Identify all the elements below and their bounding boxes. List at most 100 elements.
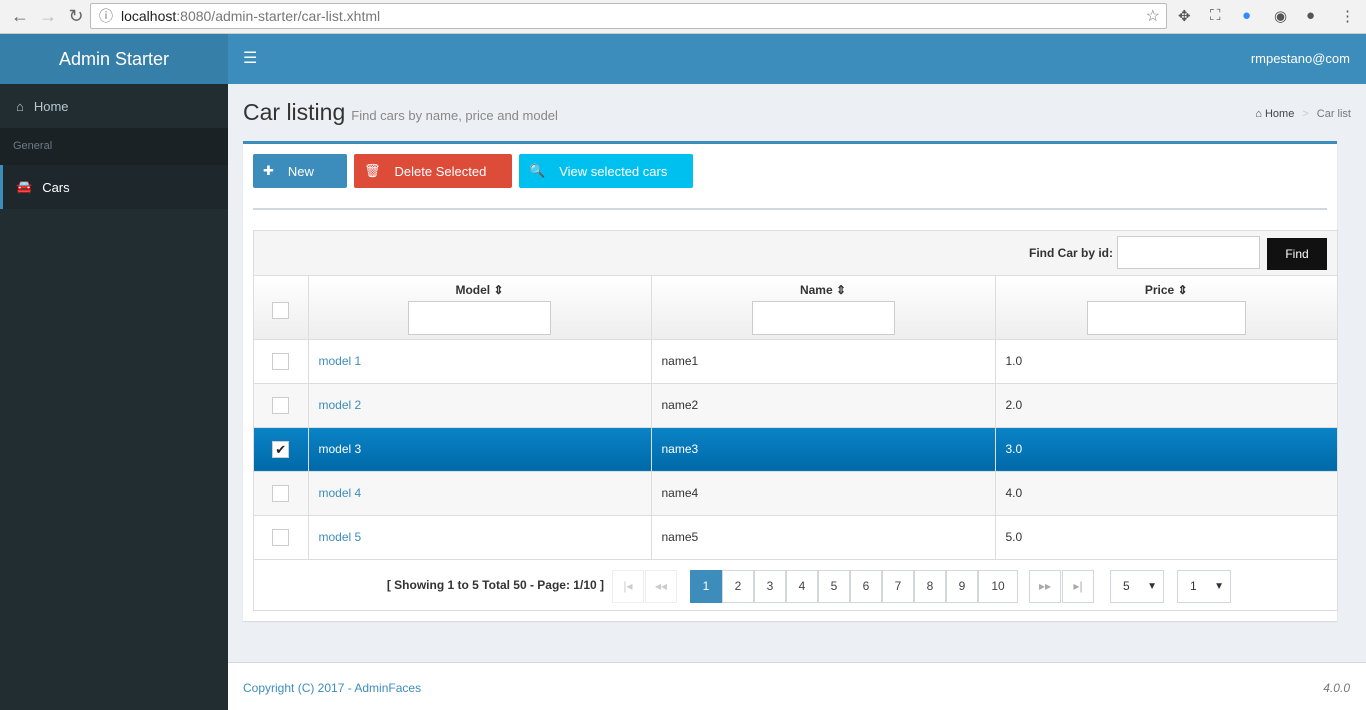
page-9-button[interactable]: 9 <box>946 569 978 603</box>
info-icon: ⓘ <box>99 8 113 24</box>
search-icon: 🔍 <box>529 163 546 178</box>
url-path: :8080/admin-starter/car-list.xhtml <box>176 8 381 24</box>
home-icon: ⌂ <box>16 98 24 114</box>
jump-page-value: 1 <box>1190 578 1197 593</box>
jump-to-page-select[interactable]: 1 ▼ <box>1177 569 1231 603</box>
delete-selected-button[interactable]: 🗑 Delete Selected <box>354 154 512 188</box>
rows-per-page-value: 5 <box>1123 578 1130 593</box>
model-filter-input[interactable] <box>408 301 551 335</box>
table-header: Find Car by id: Find <box>254 231 1337 276</box>
view-selected-button[interactable]: 🔍 View selected cars <box>519 154 693 188</box>
menu-icon[interactable]: ⋮ <box>1340 8 1355 25</box>
home-icon: ⌂ <box>1255 108 1265 120</box>
row-checkbox[interactable] <box>272 352 290 370</box>
user-menu[interactable]: rmpestano@com <box>1250 51 1350 66</box>
name-cell: name2 <box>651 383 996 428</box>
price-cell: 3.0 <box>995 427 1337 472</box>
zoom-icon[interactable]: ● <box>1242 7 1252 24</box>
name-filter-input[interactable] <box>751 301 895 335</box>
footer: Copyright (C) 2017 - AdminFaces 4.0.0 <box>228 662 1366 710</box>
address-bar[interactable]: ⓘ localhost:8080/admin-starter/car-list.x… <box>90 3 1167 29</box>
page-title: Car listing <box>243 99 346 125</box>
column-name[interactable]: Name ⇕ <box>651 276 996 340</box>
sidebar-item-label: Cars <box>42 179 70 195</box>
page-3-button[interactable]: 3 <box>754 569 786 603</box>
sidebar-item-home[interactable]: ⌂ Home <box>0 84 228 128</box>
screenshot-icon[interactable]: ⛶ <box>1210 7 1221 24</box>
column-price[interactable]: Price ⇕ <box>995 276 1337 340</box>
first-page-button[interactable]: |◂ <box>612 569 644 603</box>
extension2-icon[interactable]: ● <box>1306 7 1316 24</box>
price-cell: 1.0 <box>995 339 1337 384</box>
price-cell: 5.0 <box>995 515 1337 560</box>
version: 4.0.0 <box>1323 681 1350 695</box>
main-content: Car listing Find cars by name, price and … <box>228 84 1366 662</box>
model-link[interactable]: model 4 <box>318 486 362 500</box>
star-icon[interactable]: ☆ <box>1145 8 1160 25</box>
row-checkbox[interactable] <box>272 396 290 414</box>
new-label: New <box>287 163 314 179</box>
sidebar: Admin Starter ⌂ Home General 🚘 Cars <box>0 34 228 710</box>
last-page-button[interactable]: ▸| <box>1062 569 1094 603</box>
copyright-link[interactable]: Copyright (C) 2017 - AdminFaces <box>243 681 422 695</box>
hamburger-menu-icon[interactable]: ☰ <box>243 50 258 67</box>
table-row[interactable]: model 5 name5 5.0 <box>254 515 1337 560</box>
find-label: Find Car by id: <box>1029 246 1113 260</box>
page-info: [ Showing 1 to 5 Total 50 - Page: 1/10 ] <box>386 577 604 592</box>
model-cell[interactable]: model 3 <box>318 442 362 456</box>
forward-icon[interactable]: → <box>39 6 57 26</box>
find-button[interactable]: Find <box>1267 238 1327 270</box>
paginator: [ Showing 1 to 5 Total 50 - Page: 1/10 ]… <box>254 560 1337 610</box>
app-logo[interactable]: Admin Starter <box>0 34 228 84</box>
column-label: Price <box>1144 283 1175 297</box>
page-4-button[interactable]: 4 <box>786 569 818 603</box>
table-row[interactable]: model 4 name4 4.0 <box>254 471 1337 516</box>
breadcrumb-home[interactable]: Home <box>1264 108 1295 120</box>
page-5-button[interactable]: 5 <box>818 569 850 603</box>
row-checkbox[interactable] <box>272 484 290 502</box>
sidebar-header-general: General <box>0 128 228 165</box>
model-link[interactable]: model 5 <box>318 530 362 544</box>
row-checkbox[interactable]: ✔ <box>272 440 290 458</box>
page-8-button[interactable]: 8 <box>914 569 946 603</box>
prev-page-button[interactable]: ◂◂ <box>645 569 677 603</box>
row-checkbox[interactable] <box>272 528 290 546</box>
reload-icon[interactable]: ↻ <box>68 6 84 26</box>
page-header: Car listing Find cars by name, price and … <box>243 99 558 126</box>
price-filter-spinner[interactable] <box>1086 301 1246 335</box>
sidebar-item-label: Home <box>33 98 69 114</box>
top-navbar: ☰ rmpestano@com <box>228 34 1366 84</box>
name-cell: name3 <box>651 427 996 472</box>
breadcrumb-current: Car list <box>1316 108 1351 120</box>
sort-icon: ⇕ <box>835 283 847 297</box>
new-button[interactable]: ✚ New <box>253 154 347 188</box>
car-icon: 🚘 <box>16 179 33 194</box>
page-6-button[interactable]: 6 <box>850 569 882 603</box>
page-subtitle: Find cars by name, price and model <box>351 108 558 123</box>
select-all-checkbox[interactable] <box>272 302 290 320</box>
page-1-button[interactable]: 1 <box>690 569 722 603</box>
table-row[interactable]: ✔ model 3 name3 3.0 <box>254 427 1337 472</box>
dropdown-arrow-icon: ▼ <box>1147 580 1157 592</box>
page-7-button[interactable]: 7 <box>882 569 914 603</box>
table-row[interactable]: model 1 name1 1.0 <box>254 339 1337 384</box>
back-icon[interactable]: ← <box>11 6 29 26</box>
model-link[interactable]: model 2 <box>318 398 362 412</box>
find-id-input[interactable] <box>1117 236 1260 269</box>
url-host: localhost <box>121 8 177 24</box>
page-10-button[interactable]: 10 <box>978 569 1018 603</box>
sidebar-item-cars[interactable]: 🚘 Cars <box>0 165 228 209</box>
price-cell: 2.0 <box>995 383 1337 428</box>
extension-icon[interactable]: ✥ <box>1178 8 1191 25</box>
rows-per-page-select[interactable]: 5 ▼ <box>1110 569 1164 603</box>
name-cell: name4 <box>651 471 996 516</box>
column-model[interactable]: Model ⇕ <box>308 276 652 340</box>
trash-icon: 🗑 <box>364 163 381 178</box>
next-page-button[interactable]: ▸▸ <box>1029 569 1061 603</box>
column-label: Name <box>799 283 833 297</box>
color-icon[interactable]: ◉ <box>1274 8 1288 25</box>
dropdown-arrow-icon: ▼ <box>1214 580 1224 592</box>
table-row[interactable]: model 2 name2 2.0 <box>254 383 1337 428</box>
page-2-button[interactable]: 2 <box>722 569 754 603</box>
model-link[interactable]: model 1 <box>318 354 362 368</box>
